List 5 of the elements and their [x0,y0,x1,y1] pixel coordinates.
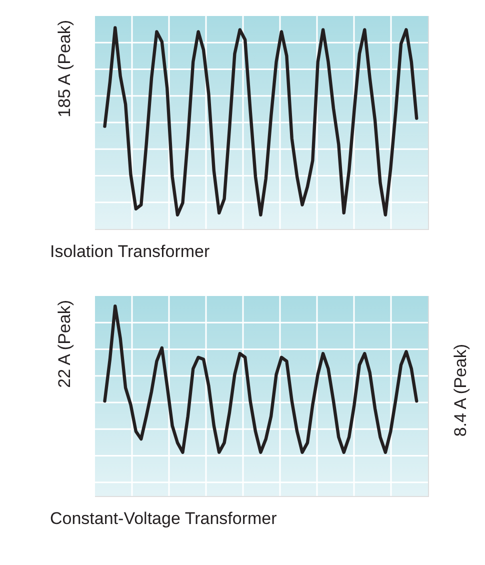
text: 8.4 A (Peak) [451,344,470,437]
text: 22 A (Peak) [55,300,74,388]
text: 185 A (Peak) [55,20,74,118]
text: Constant-Voltage Transformer [50,508,278,528]
text: Isolation Transformer [50,242,210,261]
